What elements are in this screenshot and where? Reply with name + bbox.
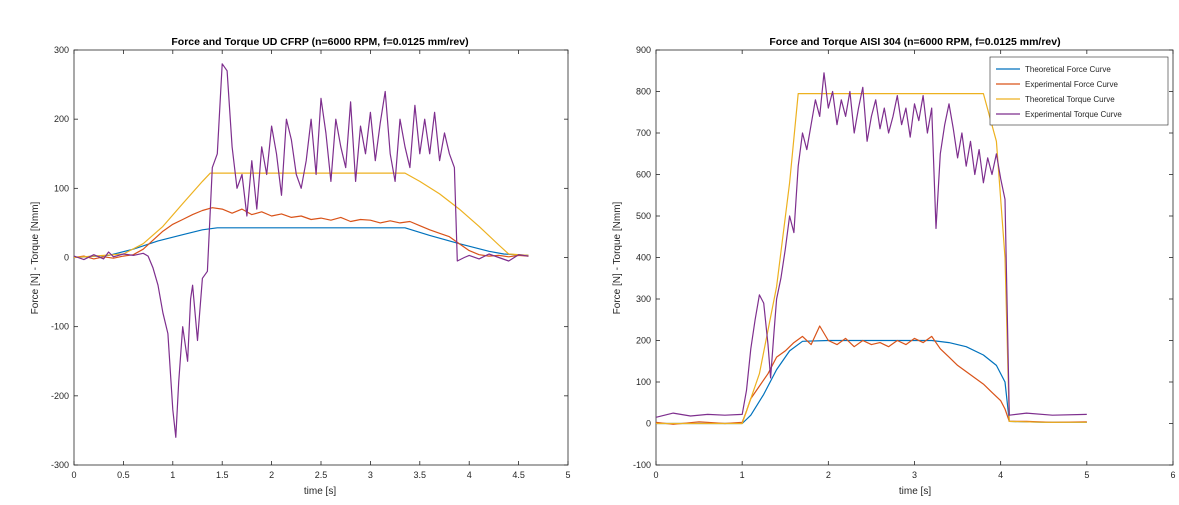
x-tick-label: 2.5: [315, 470, 328, 480]
y-tick-label: 700: [636, 128, 651, 138]
x-axis-label: time [s]: [304, 486, 336, 497]
series-line-theo-torque: [73, 172, 529, 259]
x-tick-label: 5: [565, 470, 570, 480]
chart-title: Force and Torque UD CFRP (n=6000 RPM, f=…: [171, 36, 468, 48]
y-tick-label: 200: [636, 336, 651, 346]
x-tick-label: 5: [1084, 470, 1089, 480]
y-tick-label: 0: [646, 419, 651, 429]
y-tick-label: 500: [636, 211, 651, 221]
x-tick-label: 1: [740, 470, 745, 480]
y-tick-label: 600: [636, 170, 651, 180]
y-axis-label: Force [N] - Torque [Nmm]: [30, 201, 41, 314]
y-tick-label: 0: [64, 253, 69, 263]
series-line-exp-torque: [73, 63, 529, 438]
series-line-theo-force: [73, 227, 529, 259]
series-line-theo-force: [656, 339, 1087, 425]
y-tick-label: 300: [636, 294, 651, 304]
x-tick-label: 4: [998, 470, 1003, 480]
x-tick-label: 4: [467, 470, 472, 480]
series-line-exp-force: [73, 207, 529, 260]
x-tick-label: 2: [826, 470, 831, 480]
x-axis-label: time [s]: [899, 486, 931, 497]
x-tick-label: 1.5: [216, 470, 229, 480]
y-tick-label: 100: [54, 183, 69, 193]
y-tick-label: 900: [636, 45, 651, 55]
y-tick-label: 300: [54, 45, 69, 55]
series-line-exp-force: [655, 325, 1087, 425]
plot-area: [73, 49, 569, 466]
legend-label: Theoretical Torque Curve: [1025, 95, 1115, 104]
chart-ud-cfrp: Force and Torque UD CFRP (n=6000 RPM, f=…: [30, 36, 571, 497]
x-tick-label: 0.5: [117, 470, 130, 480]
x-tick-label: 4.5: [512, 470, 525, 480]
legend-label: Theoretical Force Curve: [1025, 65, 1111, 74]
y-tick-label: -100: [633, 460, 651, 470]
x-tick-label: 6: [1170, 470, 1175, 480]
x-tick-label: 3.5: [414, 470, 427, 480]
series-line-theo-torque: [656, 93, 1087, 425]
legend-label: Experimental Force Curve: [1025, 80, 1118, 89]
x-tick-label: 2: [269, 470, 274, 480]
series-line-exp-torque: [655, 72, 1087, 418]
y-tick-label: 400: [636, 253, 651, 263]
legend-label: Experimental Torque Curve: [1025, 110, 1122, 119]
y-tick-label: -300: [51, 460, 69, 470]
y-tick-label: 200: [54, 114, 69, 124]
y-tick-label: -200: [51, 391, 69, 401]
x-tick-label: 3: [912, 470, 917, 480]
chart-aisi-304: Force and Torque AISI 304 (n=6000 RPM, f…: [612, 36, 1176, 497]
legend: Theoretical Force Curve Experimental Forc…: [989, 56, 1169, 126]
x-tick-label: 3: [368, 470, 373, 480]
x-tick-label: 0: [71, 470, 76, 480]
x-tick-label: 0: [653, 470, 658, 480]
chart-title: Force and Torque AISI 304 (n=6000 RPM, f…: [769, 36, 1060, 48]
x-tick-label: 1: [170, 470, 175, 480]
y-tick-label: -100: [51, 322, 69, 332]
y-tick-label: 100: [636, 377, 651, 387]
y-tick-label: 800: [636, 87, 651, 97]
y-axis-label: Force [N] - Torque [Nmm]: [612, 201, 623, 314]
legend-box: [989, 56, 1169, 126]
